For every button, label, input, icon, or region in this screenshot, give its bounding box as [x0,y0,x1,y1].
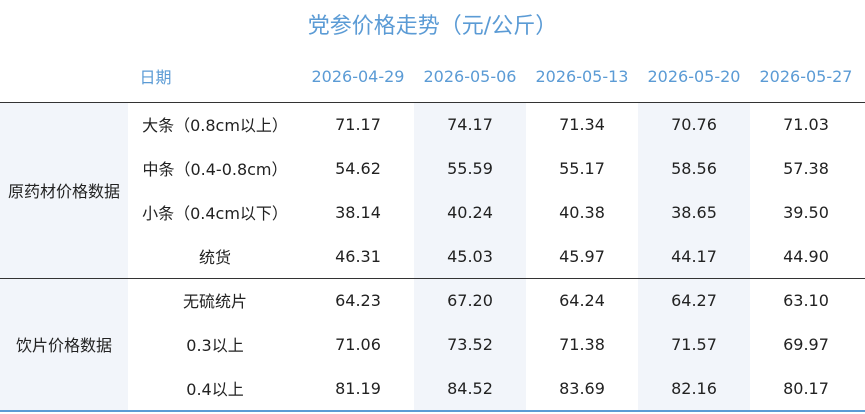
cell-value: 64.27 [671,290,717,310]
cell-value: 67.20 [447,290,493,310]
cell-value: 71.17 [335,114,381,134]
cell-value: 63.10 [783,290,829,310]
row-label: 大条（0.8cm以上） [142,116,288,135]
cell-value: 71.57 [671,334,717,354]
title: 党参价格走势（元/公斤） [307,14,558,39]
cell-value: 70.76 [671,114,717,134]
cell-value: 57.38 [783,158,829,178]
cell-value: 39.50 [783,202,829,222]
cell-value: 80.17 [783,378,829,398]
row-label: 0.3以上 [186,336,244,355]
cell-value: 71.06 [335,334,381,354]
cell-value: 81.19 [335,378,381,398]
cell-value: 58.56 [671,158,717,178]
date-header: 2026-05-06 [423,66,517,86]
cell-value: 74.17 [447,114,493,134]
date-header: 2026-05-27 [759,66,853,86]
cell-value: 38.65 [671,202,717,222]
date-header: 2026-05-20 [647,66,741,86]
group-label: 原药材价格数据 [7,182,120,201]
row-label: 0.4以上 [186,380,244,399]
cell-value: 38.14 [335,202,381,222]
row-label: 无硫统片 [182,292,247,311]
date-label: 日期 [139,68,172,87]
cell-value: 71.03 [783,114,829,134]
cell-value: 40.24 [447,202,493,222]
date-header: 2026-04-29 [311,66,405,86]
cell-value: 45.97 [559,246,605,266]
cell-value: 71.38 [559,334,605,354]
cell-value: 55.17 [559,158,605,178]
cell-value: 71.34 [559,114,605,134]
cell-value: 64.23 [335,290,381,310]
row-label: 中条（0.4-0.8cm） [142,160,288,179]
cell-value: 44.90 [783,246,829,266]
row-label: 统货 [198,248,231,267]
row-label: 小条（0.4cm以下） [142,204,288,223]
cell-value: 40.38 [559,202,605,222]
cell-value: 73.52 [447,334,493,354]
cell-value: 82.16 [671,378,717,398]
cell-value: 83.69 [559,378,605,398]
table-bottom-line [0,410,865,412]
cell-value: 69.97 [783,334,829,354]
group-shade [0,102,128,410]
cell-value: 45.03 [447,246,493,266]
cell-value: 55.59 [447,158,493,178]
cell-value: 54.62 [335,158,381,178]
cell-value: 44.17 [671,246,717,266]
column-shade [414,102,526,410]
cell-value: 64.24 [559,290,605,310]
date-header: 2026-05-13 [535,66,629,86]
group-separator [0,278,865,279]
cell-value: 84.52 [447,378,493,398]
group-label: 饮片价格数据 [15,336,112,355]
cell-value: 46.31 [335,246,381,266]
table-top-line [0,102,865,103]
column-shade [638,102,750,410]
